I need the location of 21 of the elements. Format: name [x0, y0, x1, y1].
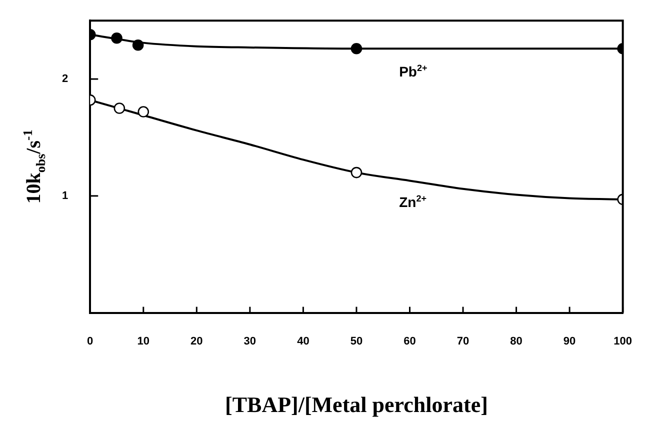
x-tick-label: 20	[190, 335, 203, 348]
x-tick-label: 100	[614, 335, 632, 348]
x-tick-label: 60	[404, 335, 416, 348]
point	[114, 102, 126, 114]
x-tick-label: 70	[456, 335, 470, 348]
x-tick-label: 90	[563, 335, 576, 348]
x-tick-label: 50	[350, 335, 363, 348]
y-tick-label: 1	[62, 190, 68, 202]
x-tick-label: 30	[244, 335, 256, 348]
point	[132, 39, 144, 51]
point	[350, 43, 362, 54]
point	[138, 106, 150, 118]
y-tick-label: 2	[62, 73, 68, 86]
point	[350, 166, 362, 178]
x-tick-label: 80	[510, 335, 522, 348]
x-tick-label: 10	[137, 335, 150, 348]
x-tick-label: 40	[297, 335, 310, 348]
x-axis-title: [TBAP]/[Metal perchlorate]	[225, 392, 488, 417]
y-axis-title: 10kobs/s-1	[20, 130, 48, 204]
point	[111, 32, 122, 44]
x-tick-label: 0	[87, 335, 94, 348]
